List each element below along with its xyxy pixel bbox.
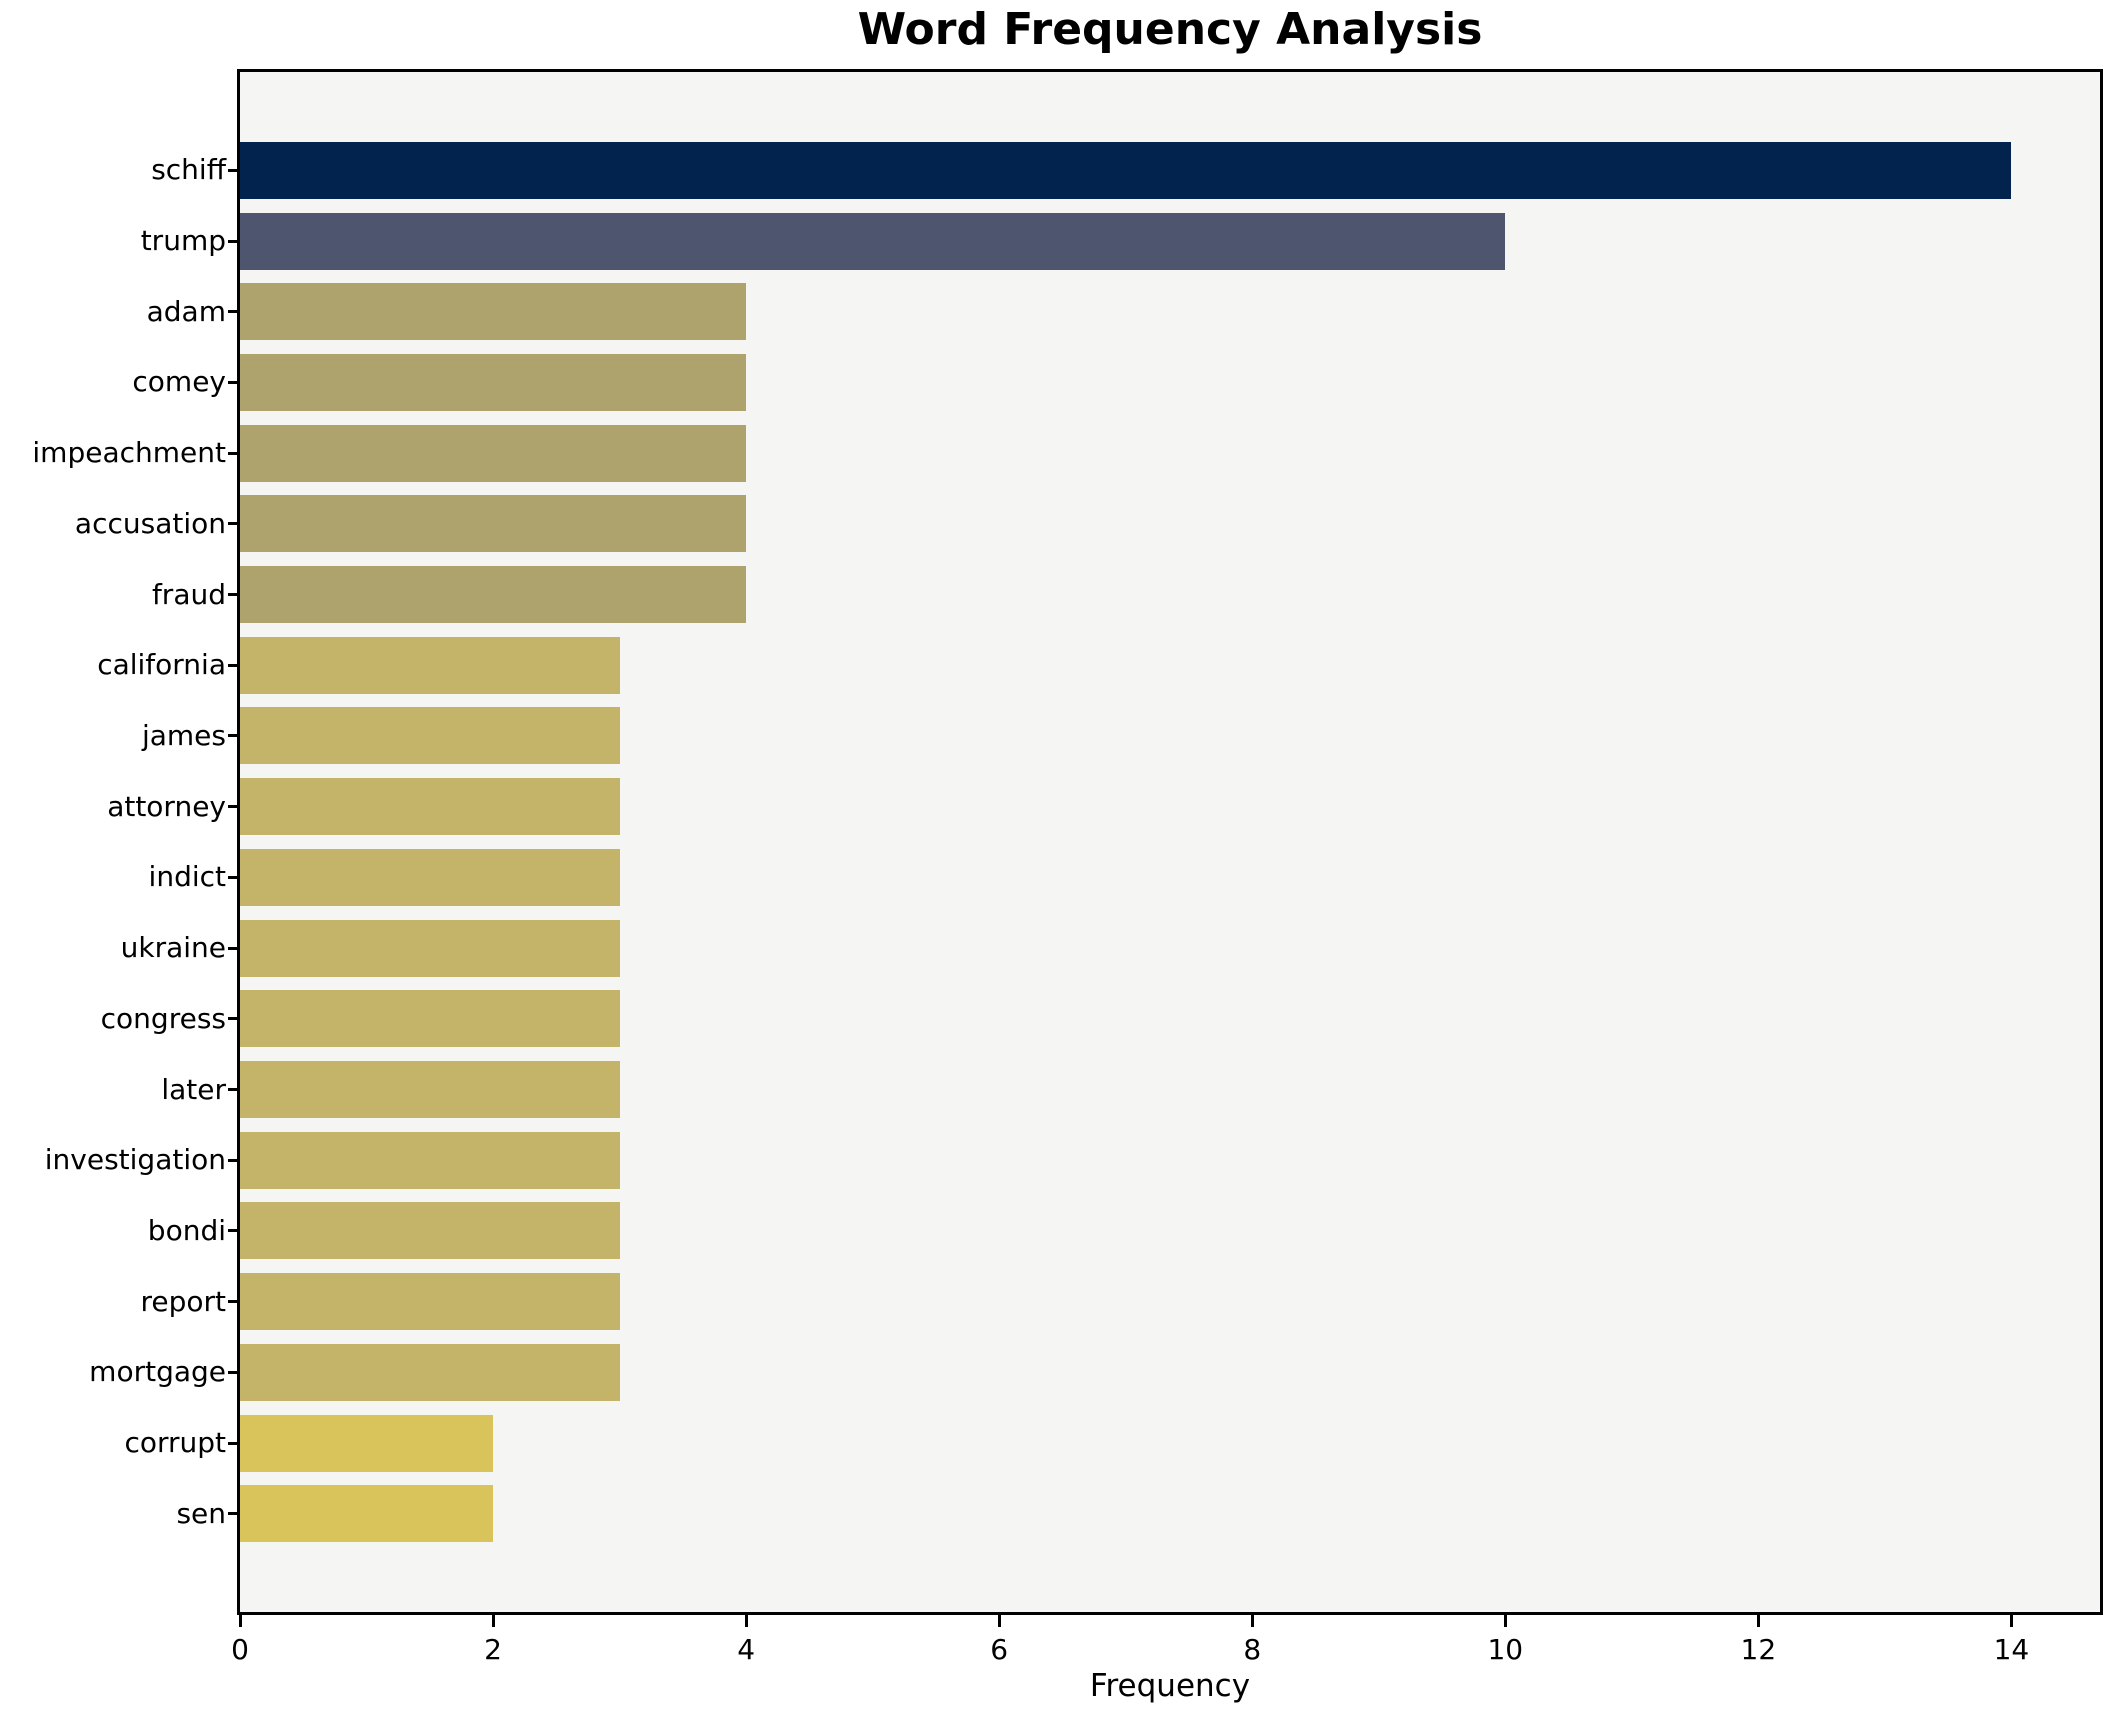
x-tick-mark-14 [2009, 1615, 2013, 1627]
bar-sen [240, 1485, 494, 1543]
x-tick-mark-10 [1503, 1615, 1507, 1627]
y-tick-label-indict: indict [148, 860, 226, 894]
y-tick-label-james: james [141, 718, 226, 752]
y-tick-mark-comey [228, 380, 240, 384]
bar-ukraine [240, 919, 620, 977]
y-tick-mark-impeachment [228, 451, 240, 455]
bar-adam [240, 283, 747, 341]
bar-mortgage [240, 1343, 620, 1401]
y-tick-label-bondi: bondi [147, 1213, 226, 1247]
bar-james [240, 707, 620, 765]
y-tick-label-fraud: fraud [151, 577, 226, 611]
x-tick-mark-6 [997, 1615, 1001, 1627]
bar-california [240, 636, 620, 694]
y-tick-mark-adam [228, 310, 240, 314]
bar-fraud [240, 566, 747, 624]
bar-later [240, 1061, 620, 1119]
bar-congress [240, 990, 620, 1048]
x-tick-mark-0 [238, 1615, 242, 1627]
y-tick-label-sen: sen [176, 1496, 226, 1530]
y-tick-mark-fraud [228, 593, 240, 597]
bar-attorney [240, 778, 620, 836]
y-tick-label-impeachment: impeachment [32, 436, 226, 470]
y-tick-label-schiff: schiff [151, 153, 226, 187]
y-tick-mark-corrupt [228, 1441, 240, 1445]
x-axis-label: Frequency [1089, 1668, 1251, 1704]
x-tick-label-2: 2 [484, 1633, 502, 1666]
x-tick-label-10: 10 [1487, 1633, 1524, 1666]
y-tick-mark-trump [228, 239, 240, 243]
bar-investigation [240, 1131, 620, 1189]
bar-indict [240, 848, 620, 906]
bar-trump [240, 212, 1506, 270]
x-tick-label-8: 8 [1243, 1633, 1262, 1666]
y-tick-mark-schiff [228, 168, 240, 172]
y-tick-mark-investigation [228, 1158, 240, 1162]
x-tick-label-0: 0 [231, 1633, 249, 1666]
y-tick-mark-congress [228, 1017, 240, 1021]
y-tick-label-corrupt: corrupt [124, 1426, 226, 1460]
x-tick-mark-2 [491, 1615, 495, 1627]
y-tick-label-investigation: investigation [44, 1143, 226, 1177]
y-tick-mark-sen [228, 1512, 240, 1516]
y-tick-label-accusation: accusation [74, 506, 226, 540]
y-tick-mark-report [228, 1300, 240, 1304]
bar-schiff [240, 141, 2012, 199]
y-tick-mark-later [228, 1088, 240, 1092]
x-tick-label-6: 6 [990, 1633, 1009, 1666]
y-tick-label-congress: congress [100, 1001, 226, 1035]
x-tick-mark-4 [744, 1615, 748, 1627]
y-tick-label-california: california [97, 648, 226, 682]
y-tick-mark-ukraine [228, 946, 240, 950]
y-tick-label-trump: trump [140, 224, 226, 257]
y-tick-mark-mortgage [228, 1370, 240, 1374]
bar-accusation [240, 495, 747, 553]
bar-corrupt [240, 1414, 494, 1472]
y-tick-label-later: later [161, 1072, 226, 1106]
y-tick-label-attorney: attorney [107, 789, 226, 823]
chart-title: Word Frequency Analysis [857, 4, 1483, 55]
y-tick-label-comey: comey [132, 365, 226, 399]
x-tick-mark-8 [1250, 1615, 1254, 1627]
bar-report [240, 1273, 620, 1331]
y-tick-label-adam: adam [146, 294, 226, 328]
bar-impeachment [240, 424, 747, 482]
y-tick-mark-james [228, 734, 240, 738]
bar-bondi [240, 1202, 620, 1260]
x-tick-label-14: 14 [1993, 1633, 2030, 1666]
x-tick-label-12: 12 [1740, 1633, 1777, 1666]
y-tick-mark-accusation [228, 522, 240, 526]
x-tick-mark-12 [1756, 1615, 1760, 1627]
bar-comey [240, 353, 747, 411]
y-tick-mark-indict [228, 875, 240, 879]
y-tick-label-mortgage: mortgage [89, 1355, 226, 1389]
y-tick-label-report: report [140, 1284, 226, 1318]
y-tick-mark-attorney [228, 805, 240, 809]
y-tick-mark-bondi [228, 1229, 240, 1233]
y-tick-label-ukraine: ukraine [120, 931, 226, 965]
y-tick-mark-california [228, 663, 240, 667]
x-tick-label-4: 4 [737, 1633, 756, 1666]
